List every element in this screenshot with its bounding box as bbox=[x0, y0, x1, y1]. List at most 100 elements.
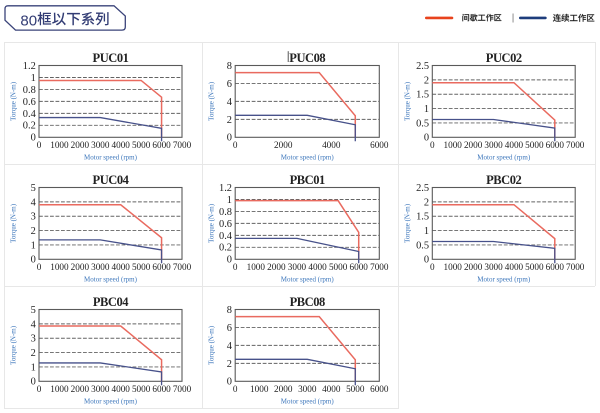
svg-text:1: 1 bbox=[424, 226, 429, 237]
svg-text:0: 0 bbox=[31, 133, 36, 144]
svg-text:0: 0 bbox=[430, 140, 435, 150]
svg-text:3000: 3000 bbox=[298, 384, 317, 394]
svg-text:6000: 6000 bbox=[546, 262, 565, 272]
svg-text:PUC02: PUC02 bbox=[486, 51, 522, 65]
svg-text:0: 0 bbox=[430, 262, 435, 272]
svg-text:5000: 5000 bbox=[132, 140, 151, 150]
svg-text:3: 3 bbox=[31, 212, 36, 223]
svg-text:2000: 2000 bbox=[71, 140, 90, 150]
svg-text:6000: 6000 bbox=[152, 262, 171, 272]
svg-text:2000: 2000 bbox=[274, 384, 293, 394]
svg-text:2: 2 bbox=[227, 115, 232, 126]
svg-text:0.6: 0.6 bbox=[219, 219, 232, 230]
svg-text:5000: 5000 bbox=[346, 384, 365, 394]
svg-text:3000: 3000 bbox=[288, 262, 307, 272]
svg-text:4: 4 bbox=[31, 319, 37, 330]
svg-text:4000: 4000 bbox=[308, 262, 327, 272]
svg-text:Motor speed (rpm): Motor speed (rpm) bbox=[281, 398, 335, 406]
svg-text:2000: 2000 bbox=[71, 384, 90, 394]
svg-text:8: 8 bbox=[227, 61, 232, 72]
svg-text:0.5: 0.5 bbox=[416, 118, 429, 129]
svg-text:1.5: 1.5 bbox=[416, 212, 429, 223]
svg-text:2000: 2000 bbox=[71, 262, 90, 272]
svg-text:Motor speed (rpm): Motor speed (rpm) bbox=[281, 154, 335, 162]
svg-text:0: 0 bbox=[233, 384, 238, 394]
svg-text:3000: 3000 bbox=[91, 140, 110, 150]
svg-text:Motor speed (rpm): Motor speed (rpm) bbox=[84, 276, 138, 284]
svg-text:5000: 5000 bbox=[132, 262, 151, 272]
svg-text:Motor speed (rpm): Motor speed (rpm) bbox=[84, 398, 138, 406]
svg-text:0: 0 bbox=[37, 140, 42, 150]
svg-text:6000: 6000 bbox=[152, 384, 171, 394]
svg-text:4: 4 bbox=[227, 341, 233, 352]
svg-text:0: 0 bbox=[424, 255, 429, 266]
svg-text:1: 1 bbox=[31, 240, 36, 251]
svg-text:4000: 4000 bbox=[112, 140, 131, 150]
svg-text:0: 0 bbox=[37, 384, 42, 394]
svg-text:6: 6 bbox=[227, 323, 232, 334]
svg-text:Motor speed (rpm): Motor speed (rpm) bbox=[281, 276, 335, 284]
svg-text:1: 1 bbox=[31, 73, 36, 84]
svg-text:80: 80 bbox=[20, 12, 37, 29]
svg-text:5: 5 bbox=[31, 305, 36, 316]
svg-text:1.2: 1.2 bbox=[23, 61, 36, 72]
svg-text:1000: 1000 bbox=[50, 140, 69, 150]
svg-text:5000: 5000 bbox=[525, 262, 544, 272]
svg-text:2: 2 bbox=[424, 197, 429, 208]
svg-text:PUC01: PUC01 bbox=[93, 51, 129, 65]
svg-text:Motor speed (rpm): Motor speed (rpm) bbox=[477, 276, 531, 284]
svg-text:0.4: 0.4 bbox=[23, 109, 37, 120]
svg-text:Torque (N-m): Torque (N-m) bbox=[208, 81, 216, 121]
svg-text:PBC01: PBC01 bbox=[290, 173, 325, 187]
svg-text:1: 1 bbox=[31, 362, 36, 373]
svg-text:0: 0 bbox=[31, 377, 36, 388]
svg-text:0.2: 0.2 bbox=[219, 243, 232, 254]
svg-text:1000: 1000 bbox=[444, 262, 463, 272]
svg-text:4000: 4000 bbox=[112, 262, 131, 272]
svg-text:4000: 4000 bbox=[505, 140, 524, 150]
svg-text:7000: 7000 bbox=[566, 140, 585, 150]
svg-text:2000: 2000 bbox=[464, 140, 483, 150]
svg-text:0.2: 0.2 bbox=[23, 121, 36, 132]
svg-text:5000: 5000 bbox=[329, 262, 348, 272]
svg-text:7000: 7000 bbox=[173, 140, 192, 150]
svg-text:Motor speed (rpm): Motor speed (rpm) bbox=[477, 154, 531, 162]
svg-text:5000: 5000 bbox=[132, 384, 151, 394]
svg-text:PBC02: PBC02 bbox=[486, 173, 521, 187]
svg-text:1000: 1000 bbox=[50, 384, 69, 394]
svg-text:2000: 2000 bbox=[274, 140, 293, 150]
svg-text:0: 0 bbox=[233, 140, 238, 150]
svg-text:1000: 1000 bbox=[444, 140, 463, 150]
svg-text:Torque (N-m): Torque (N-m) bbox=[208, 325, 216, 365]
svg-text:3: 3 bbox=[31, 334, 36, 345]
svg-text:8: 8 bbox=[227, 305, 232, 316]
svg-text:Torque (N-m): Torque (N-m) bbox=[404, 203, 412, 243]
svg-text:4000: 4000 bbox=[322, 140, 341, 150]
svg-text:Motor speed (rpm): Motor speed (rpm) bbox=[84, 154, 138, 162]
svg-text:4000: 4000 bbox=[505, 262, 524, 272]
svg-text:PBC04: PBC04 bbox=[93, 295, 129, 309]
svg-text:2: 2 bbox=[31, 348, 36, 359]
svg-text:1.5: 1.5 bbox=[416, 90, 429, 101]
svg-text:6000: 6000 bbox=[152, 140, 171, 150]
svg-text:5: 5 bbox=[31, 183, 36, 194]
svg-text:7000: 7000 bbox=[566, 262, 585, 272]
svg-text:3000: 3000 bbox=[91, 384, 110, 394]
svg-text:4: 4 bbox=[31, 197, 37, 208]
svg-text:1000: 1000 bbox=[250, 384, 269, 394]
svg-text:1: 1 bbox=[227, 195, 232, 206]
svg-text:5000: 5000 bbox=[525, 140, 544, 150]
svg-text:4000: 4000 bbox=[112, 384, 131, 394]
svg-text:0: 0 bbox=[424, 133, 429, 144]
svg-text:4000: 4000 bbox=[322, 384, 341, 394]
svg-text:1: 1 bbox=[424, 104, 429, 115]
svg-text:1.2: 1.2 bbox=[219, 183, 232, 194]
svg-text:0: 0 bbox=[31, 255, 36, 266]
svg-text:3000: 3000 bbox=[484, 262, 503, 272]
svg-text:4: 4 bbox=[227, 97, 233, 108]
svg-text:PUC04: PUC04 bbox=[93, 173, 130, 187]
svg-text:Torque (N-m): Torque (N-m) bbox=[208, 203, 216, 243]
svg-text:2000: 2000 bbox=[267, 262, 286, 272]
svg-text:Torque (N-m): Torque (N-m) bbox=[10, 325, 18, 365]
svg-text:2000: 2000 bbox=[464, 262, 483, 272]
